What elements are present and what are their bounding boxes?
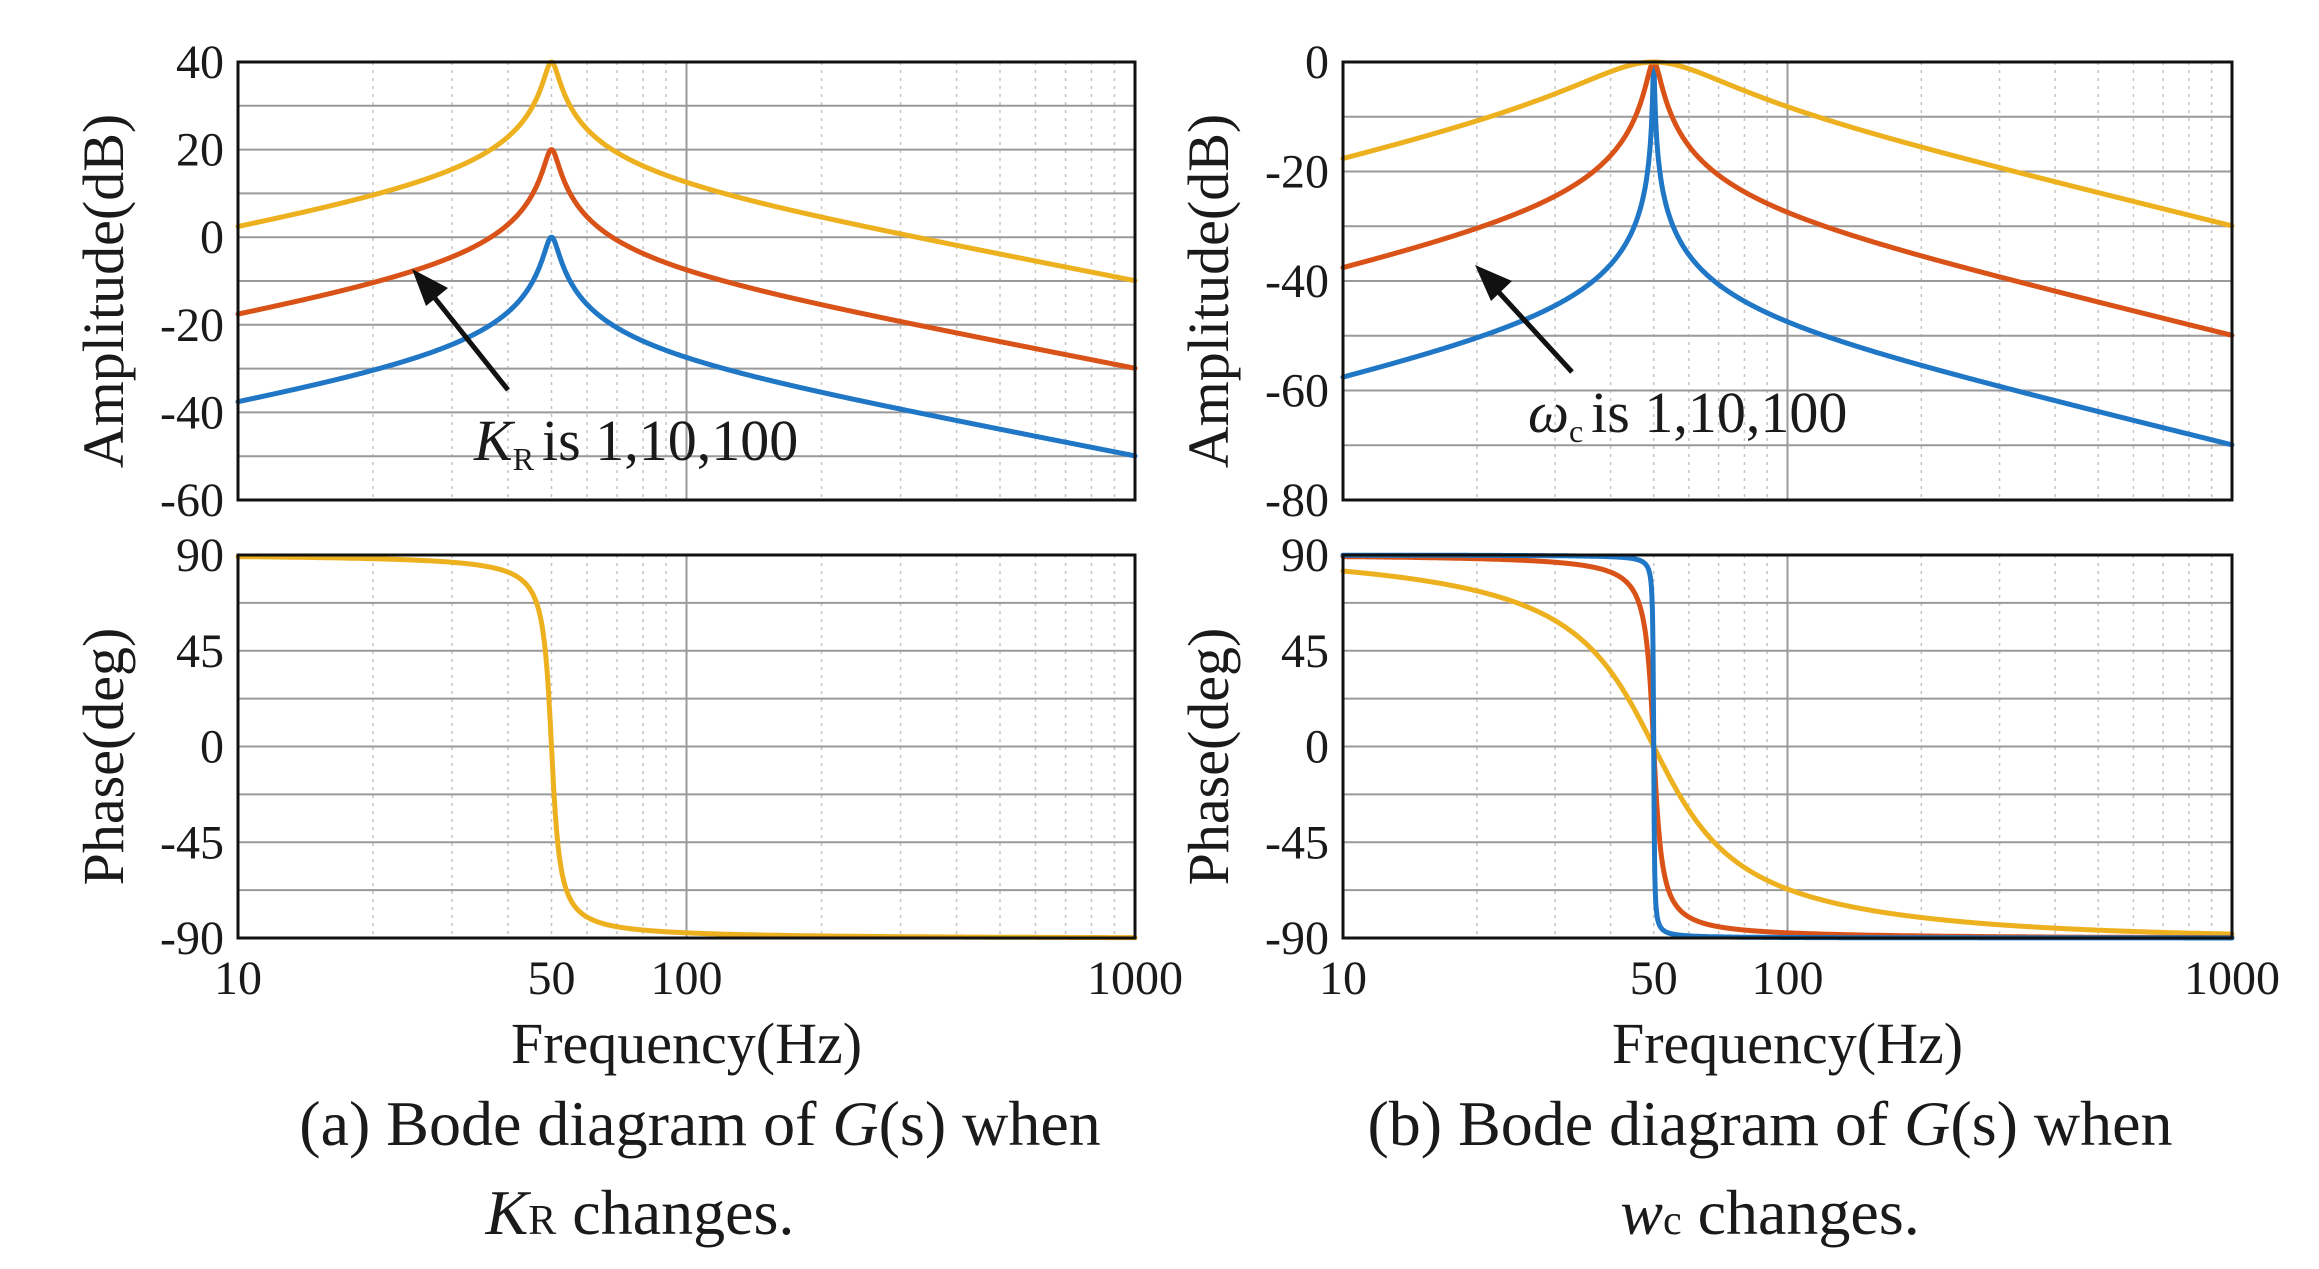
x-tick-label: 10 — [1319, 952, 1367, 1005]
y-axis-label: Phase(deg) — [71, 628, 136, 886]
caption-b: (b) Bode diagram of G(s) when wc changes… — [1367, 1088, 2172, 1248]
y-tick-label: 0 — [200, 721, 224, 774]
y-tick-label: 0 — [200, 211, 224, 264]
y-tick-label: 90 — [176, 529, 224, 582]
annotation-b-arrowhead — [1475, 265, 1512, 301]
caption-a-line1: (a) Bode diagram of G(s) when — [299, 1088, 1101, 1159]
series-line-0 — [235, 234, 1138, 459]
y-tick-label: -90 — [1265, 912, 1329, 965]
annotation-a: KR is 1,10,100 — [412, 269, 798, 477]
y-tick-label: -60 — [160, 474, 224, 527]
y-tick-label: -40 — [1265, 255, 1329, 308]
x-axis-label: Frequency(Hz) — [1612, 1011, 1963, 1076]
x-tick-label: 50 — [1630, 952, 1678, 1005]
y-tick-label: 20 — [176, 124, 224, 177]
y-axis-label: Phase(deg) — [1176, 628, 1241, 886]
y-tick-label: 0 — [1305, 721, 1329, 774]
y-tick-label: -80 — [1265, 474, 1329, 527]
x-tick-label: 1000 — [2184, 952, 2280, 1005]
panel-b-magnitude: 0 -20 -40 -60 -80 Amplitude(dB) — [1176, 36, 2235, 527]
x-tick-label: 50 — [527, 952, 575, 1005]
plot-frame — [236, 60, 1137, 502]
plot-frame — [1341, 553, 2234, 940]
y-tick-label: 40 — [176, 36, 224, 89]
x-tick-label: 1000 — [1087, 952, 1183, 1005]
annotation-b-arrow-shaft — [1492, 285, 1574, 374]
y-tick-label: -45 — [1265, 816, 1329, 869]
y-axis-label: Amplitude(dB) — [71, 114, 136, 468]
y-tick-label: -20 — [160, 299, 224, 352]
plot-frame — [1341, 60, 2234, 502]
y-tick-label: -90 — [160, 912, 224, 965]
y-tick-label: 90 — [1281, 529, 1329, 582]
y-tick-label: -60 — [1265, 365, 1329, 418]
series-line-2 — [1340, 59, 2235, 229]
y-tick-label: 45 — [176, 625, 224, 678]
x-tick-label: 100 — [651, 952, 723, 1005]
caption-a-line2: KR changes. — [485, 1177, 795, 1248]
y-axis-label: Amplitude(dB) — [1176, 114, 1241, 468]
annotation-a-arrowhead — [412, 269, 448, 306]
series-line-0 — [1340, 568, 2235, 937]
series-line-1 — [235, 147, 1138, 371]
panel-a-magnitude: 40 20 0 -20 -40 -60 Amplitude(dB) — [71, 36, 1138, 527]
x-tick-label: 10 — [214, 952, 262, 1005]
y-tick-label: -40 — [160, 386, 224, 439]
annotation-b-text: ωc is 1,10,100 — [1528, 380, 1847, 449]
y-tick-label: 0 — [1305, 36, 1329, 89]
x-tick-label: 100 — [1752, 952, 1824, 1005]
caption-b-line2: wc changes. — [1620, 1177, 1919, 1248]
series-line-1 — [1340, 59, 2235, 338]
annotation-a-text: KR is 1,10,100 — [473, 408, 798, 477]
y-tick-label: 45 — [1281, 625, 1329, 678]
caption-b-line1: (b) Bode diagram of G(s) when — [1367, 1088, 2172, 1159]
annotation-a-arrow-shaft — [428, 290, 510, 392]
annotation-b: ωc is 1,10,100 — [1475, 265, 1847, 449]
series-line-0 — [1340, 60, 2235, 448]
x-axis-label: Frequency(Hz) — [511, 1011, 862, 1076]
y-tick-label: -20 — [1265, 146, 1329, 199]
y-tick-label: -45 — [160, 816, 224, 869]
caption-a: (a) Bode diagram of G(s) when KR changes… — [299, 1088, 1101, 1248]
series-line-2 — [235, 59, 1138, 284]
plot-frame — [236, 553, 1137, 940]
